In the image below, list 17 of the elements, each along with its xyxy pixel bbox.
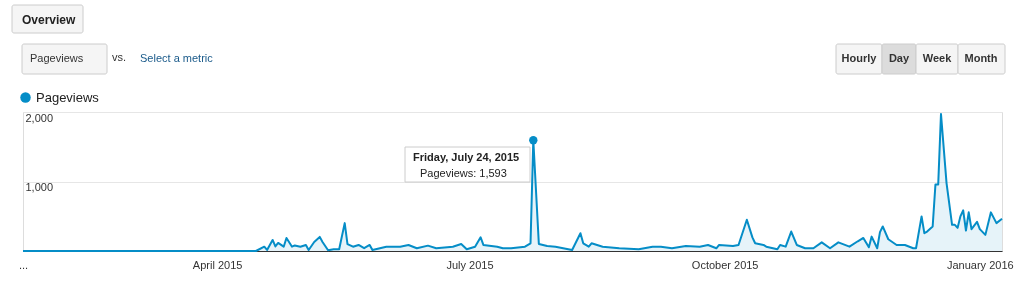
text: Day xyxy=(888,52,910,64)
text: Hourly xyxy=(841,52,878,64)
x-tick-label: July 2015 xyxy=(446,258,494,271)
text: Overview xyxy=(22,13,77,27)
text: Week xyxy=(922,52,953,64)
x-tick-label: January 2016 xyxy=(946,258,1014,271)
text: Month xyxy=(964,52,998,64)
legend-label: Pageviews xyxy=(36,89,100,105)
y-tick-label: 2,000 xyxy=(25,111,54,124)
y-tick-label: 1,000 xyxy=(25,181,54,193)
annotation: Friday, July 24, 2015 Pageviews: 1,593 xyxy=(413,151,520,179)
text: Pageviews xyxy=(30,52,84,64)
x-tick-label: October 2015 xyxy=(691,258,759,271)
text: Select a metric xyxy=(140,52,214,64)
text: vs. xyxy=(112,51,127,63)
x-tick-label: ... xyxy=(18,258,29,271)
x-tick-label: April 2015 xyxy=(192,258,243,271)
